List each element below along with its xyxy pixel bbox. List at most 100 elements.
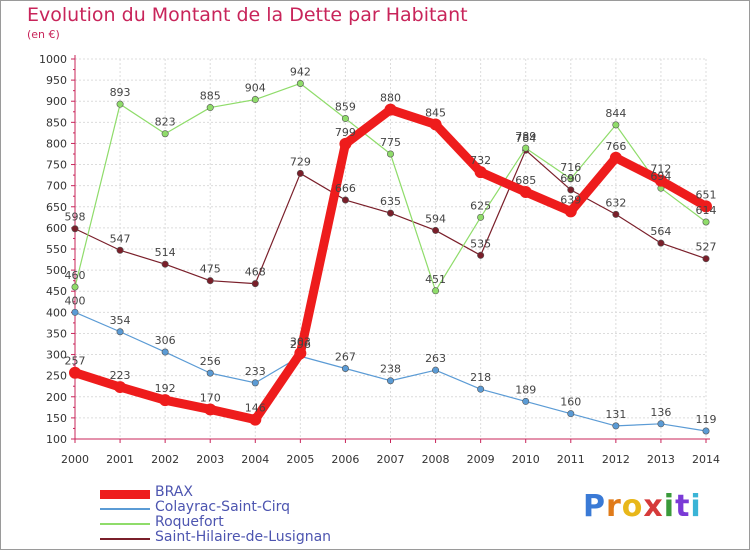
data-point xyxy=(567,186,575,194)
data-label: 267 xyxy=(335,350,356,363)
data-point xyxy=(477,213,485,221)
data-point xyxy=(69,366,81,379)
data-labels: 598 547 514 475 468 729 666 635 594 535 784 690 632 5… xyxy=(65,65,717,425)
data-label: 527 xyxy=(696,241,717,254)
y-tick-label: 500 xyxy=(46,264,67,277)
data-label: 594 xyxy=(425,212,446,225)
logo-letter: i xyxy=(663,489,676,524)
data-point xyxy=(249,413,262,426)
legend-swatch xyxy=(100,523,150,525)
data-point xyxy=(567,410,575,418)
x-tick-label: 2011 xyxy=(557,453,585,466)
data-label: 690 xyxy=(560,172,581,185)
data-point xyxy=(702,218,710,226)
data-point xyxy=(384,103,397,116)
data-label: 257 xyxy=(65,355,86,368)
data-point xyxy=(432,366,440,374)
data-label: 535 xyxy=(470,237,491,250)
data-point xyxy=(429,118,442,131)
data-label: 632 xyxy=(605,196,626,209)
data-point xyxy=(116,246,124,254)
data-label: 468 xyxy=(245,266,266,279)
data-point xyxy=(612,422,620,430)
data-label: 766 xyxy=(605,140,626,153)
x-tick-label: 2003 xyxy=(196,453,224,466)
data-label: 189 xyxy=(515,383,536,396)
logo-letter: t xyxy=(675,489,691,524)
data-point xyxy=(700,200,712,213)
data-point xyxy=(654,174,667,187)
data-point xyxy=(204,403,217,416)
data-point xyxy=(474,166,487,179)
data-point xyxy=(296,79,304,87)
data-label: 859 xyxy=(335,101,356,114)
data-label: 614 xyxy=(696,204,717,217)
data-label: 598 xyxy=(65,211,86,224)
x-tick-label: 2005 xyxy=(286,453,314,466)
legend-swatch xyxy=(100,538,150,540)
legend-label: Saint-Hilaire-de-Lusignan xyxy=(155,529,332,545)
y-tick-label: 800 xyxy=(46,137,67,150)
data-point xyxy=(432,287,440,295)
data-point xyxy=(71,308,79,316)
y-tick-label: 750 xyxy=(46,159,67,172)
data-point xyxy=(341,196,349,204)
data-point xyxy=(432,226,440,234)
data-label: 514 xyxy=(155,246,176,259)
proxiti-logo: Proxiti xyxy=(583,489,702,524)
data-label: 451 xyxy=(425,273,446,286)
data-point xyxy=(564,205,577,218)
y-tick-label: 550 xyxy=(46,243,67,256)
data-label: 238 xyxy=(380,363,401,376)
data-label: 880 xyxy=(380,92,401,105)
y-tick-label: 400 xyxy=(46,306,67,319)
series xyxy=(69,79,712,435)
data-point xyxy=(294,347,307,360)
data-label: 651 xyxy=(696,188,717,201)
data-label: 306 xyxy=(155,334,176,347)
data-label: 136 xyxy=(650,406,671,419)
data-point xyxy=(116,328,124,336)
data-point xyxy=(251,96,259,104)
data-label: 296 xyxy=(290,338,311,351)
data-label: 712 xyxy=(650,163,671,176)
data-label: 823 xyxy=(155,116,176,129)
y-tick-label: 200 xyxy=(46,391,67,404)
x-tick-label: 2012 xyxy=(602,453,630,466)
y-tick-label: 300 xyxy=(46,349,67,362)
data-label: 635 xyxy=(380,195,401,208)
chart-title: Evolution du Montant de la Dette par Hab… xyxy=(27,4,468,26)
x-tick-label: 2007 xyxy=(377,453,405,466)
data-label: 904 xyxy=(245,82,266,95)
data-point xyxy=(251,280,259,288)
data-label: 844 xyxy=(605,107,626,120)
data-label: 131 xyxy=(605,408,626,421)
data-point xyxy=(386,209,394,217)
data-point xyxy=(519,186,532,198)
y-tick-label: 650 xyxy=(46,201,67,214)
data-label: 192 xyxy=(155,382,176,395)
data-label: 218 xyxy=(470,371,491,384)
y-tick-label: 100 xyxy=(46,433,67,446)
logo-letter: x xyxy=(643,489,664,524)
data-point xyxy=(114,381,127,394)
x-tick-label: 2006 xyxy=(331,453,359,466)
data-point xyxy=(612,121,620,129)
x-tick-label: 2013 xyxy=(647,453,675,466)
y-tick-label: 250 xyxy=(46,370,67,383)
logo-letter: P xyxy=(583,489,606,524)
data-label: 547 xyxy=(110,232,131,245)
data-label: 716 xyxy=(560,161,581,174)
data-point xyxy=(477,251,485,259)
legend-label: Colayrac-Saint-Cirq xyxy=(155,499,291,515)
x-tick-label: 2010 xyxy=(512,453,540,466)
data-point xyxy=(341,364,349,372)
data-label: 732 xyxy=(470,154,491,167)
data-label: 775 xyxy=(380,136,401,149)
y-tick-label: 850 xyxy=(46,116,67,129)
x-tick-label: 2014 xyxy=(692,453,720,466)
y-tick-label: 150 xyxy=(46,412,67,425)
data-point xyxy=(567,175,575,183)
data-label: 460 xyxy=(65,269,86,282)
data-label: 146 xyxy=(245,402,266,415)
